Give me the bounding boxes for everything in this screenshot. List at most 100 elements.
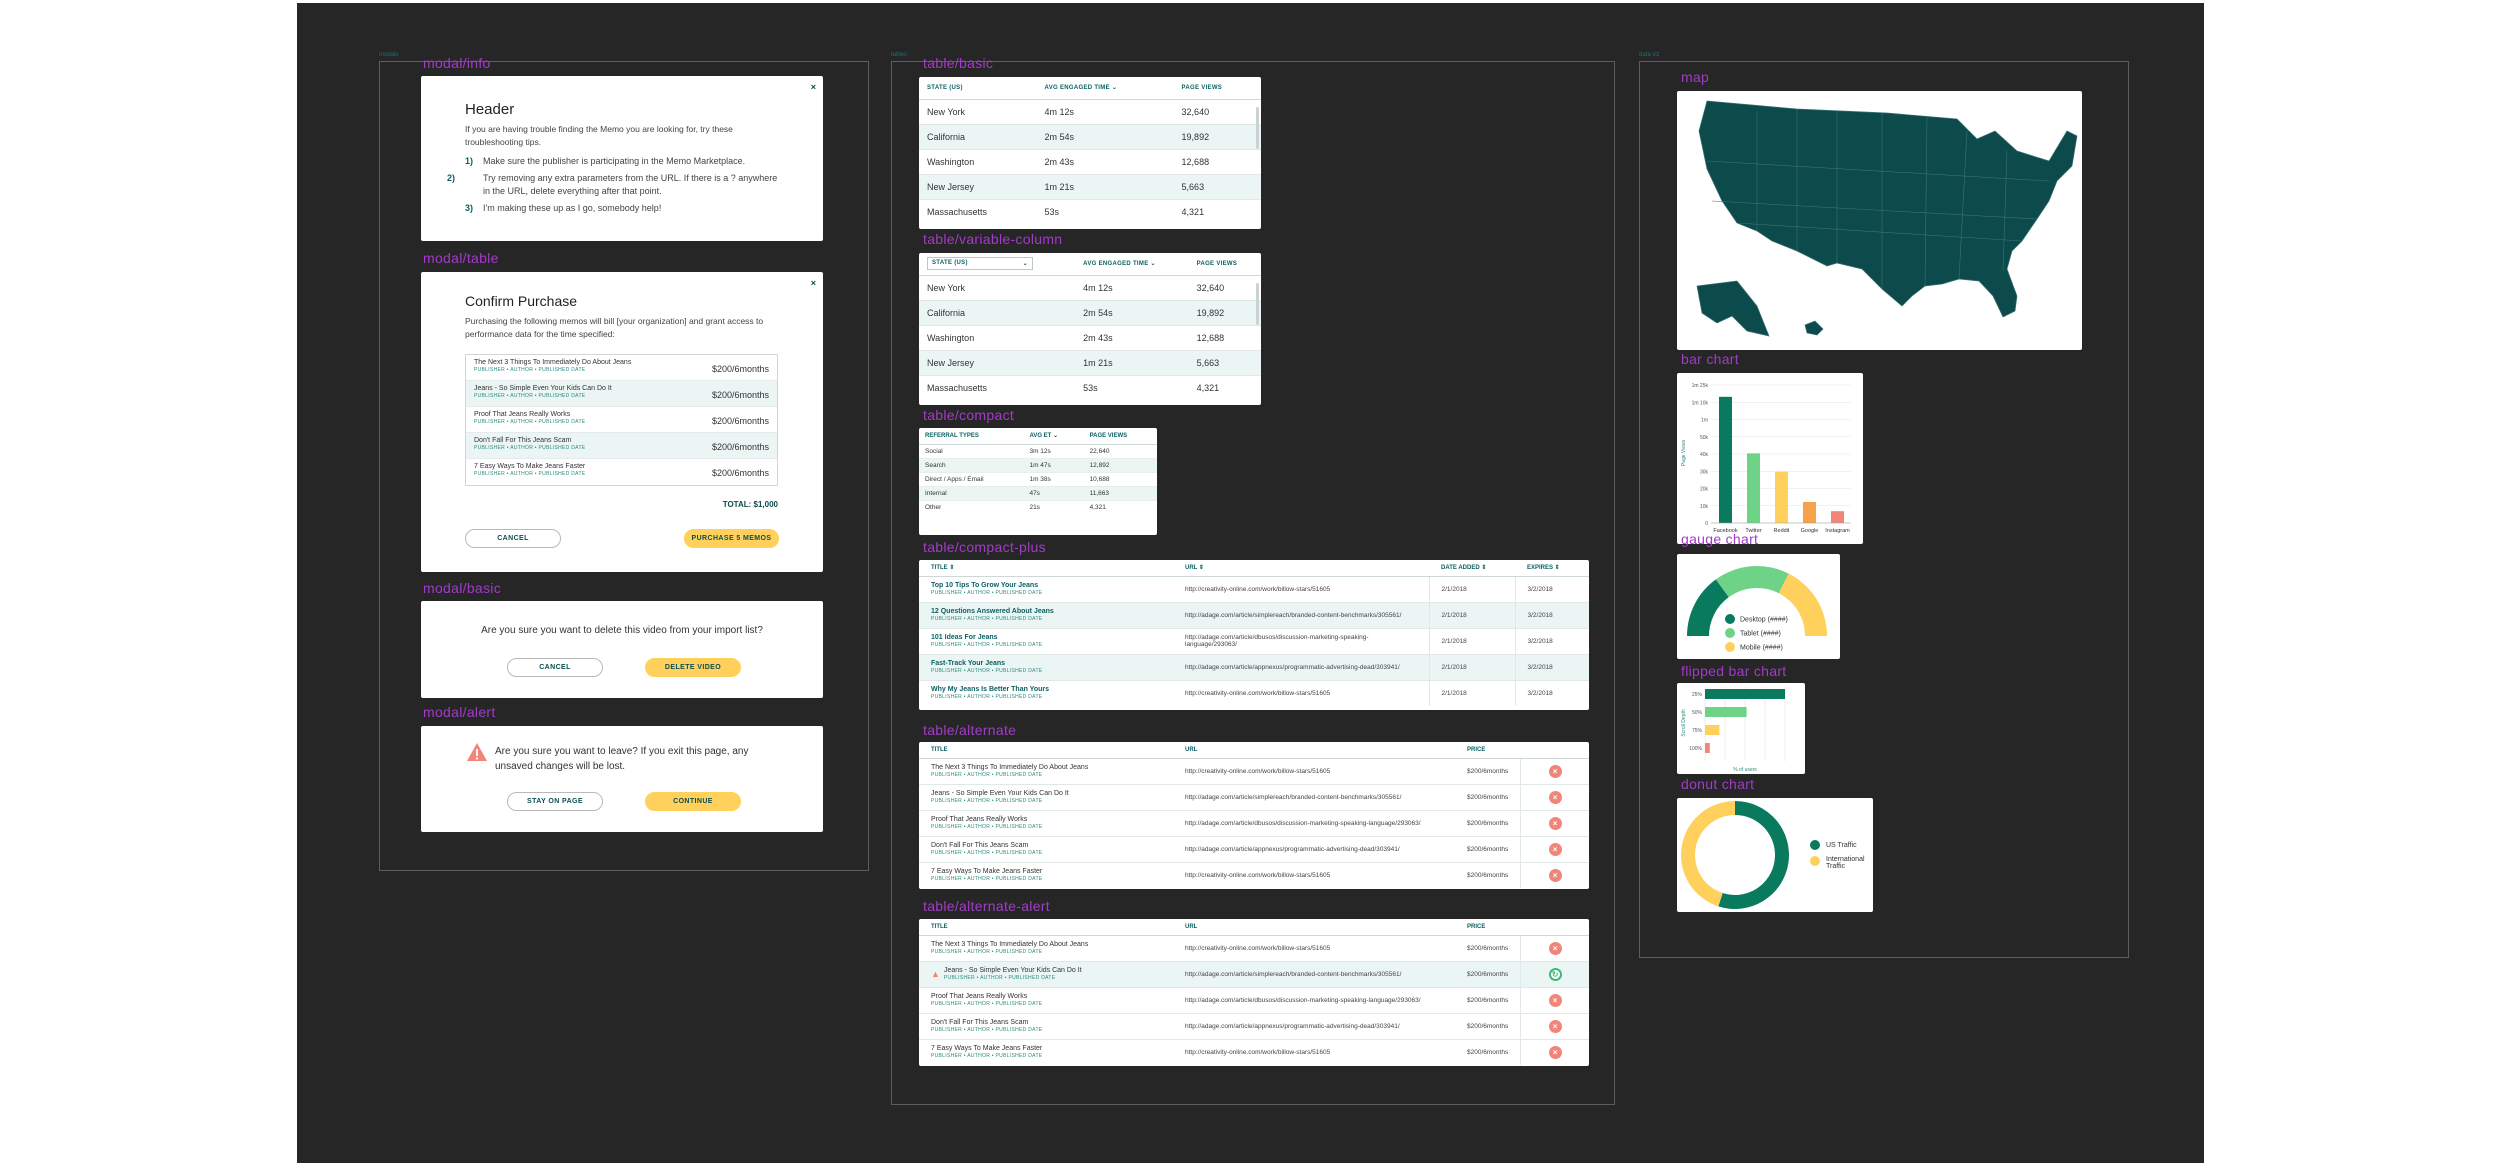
y-tick-label: 1m <box>1701 418 1708 424</box>
section-label: donut chart <box>1681 776 1755 792</box>
table-cell: New York <box>919 98 1037 124</box>
table-row: The Next 3 Things To Immediately Do Abou… <box>919 757 1589 784</box>
url-cell[interactable]: http://creativity-online.com/work/billow… <box>1173 861 1455 888</box>
frame-label: modals <box>379 52 399 58</box>
url-cell[interactable]: http://adage.com/article/dbusos/discussi… <box>1173 986 1455 1013</box>
remove-icon[interactable]: × <box>1548 816 1562 830</box>
tip-text: Try removing any extra parameters from t… <box>483 173 778 196</box>
url-cell[interactable]: http://adage.com/article/simplereach/bra… <box>1173 960 1455 987</box>
column-header-sortable[interactable]: TITLE ⇕ <box>919 560 1173 577</box>
table-row: Massachusetts 53s 4,321 <box>919 374 1261 400</box>
url-cell[interactable]: http://creativity-online.com/work/billow… <box>1173 934 1455 961</box>
table-cell: Massachusetts <box>919 198 1037 224</box>
table-cell: 1m 21s <box>1036 173 1174 199</box>
action-cell: × <box>1520 1038 1589 1065</box>
price-cell: $200/6months <box>1455 757 1521 784</box>
row-title-link[interactable]: 101 Ideas For Jeans <box>931 634 998 641</box>
table-cell: 11,663 <box>1083 485 1157 500</box>
chevron-down-icon: ⌄ <box>1022 261 1028 268</box>
url-cell[interactable]: http://adage.com/article/dbusos/discussi… <box>1173 627 1429 654</box>
bar-chart-svg: 1m 25k 1m 10k 1m 50k 40k 30k 20k 10k 0 Page Views… <box>1681 383 1851 534</box>
url-cell[interactable]: http://adage.com/article/appnexus/progra… <box>1173 835 1455 862</box>
price-cell: $200/6months <box>1455 861 1521 888</box>
column-header-sortable[interactable]: EXPIRES ⇕ <box>1515 560 1589 577</box>
column-header-sortable[interactable]: DATE ADDED ⇕ <box>1429 560 1515 577</box>
restore-icon[interactable]: ↻ <box>1548 967 1562 981</box>
stay-on-page-button[interactable]: STAY ON PAGE <box>507 792 603 811</box>
url-cell[interactable]: http://adage.com/article/appnexus/progra… <box>1173 1012 1455 1039</box>
url-cell[interactable]: http://adage.com/article/appnexus/progra… <box>1173 653 1429 680</box>
legend-item: International Traffic <box>1810 856 1866 870</box>
table-row: Search 1m 47s 12,892 <box>919 457 1157 472</box>
table-row: Jeans - So Simple Even Your Kids Can Do … <box>919 783 1589 810</box>
action-cell: × <box>1520 986 1589 1013</box>
row-meta: PUBLISHER • AUTHOR • PUBLISHED DATE <box>931 668 1043 674</box>
url-cell[interactable]: http://adage.com/article/simplereach/bra… <box>1173 601 1429 628</box>
column-header[interactable]: REFERRAL TYPES <box>919 428 1024 445</box>
row-meta: PUBLISHER • AUTHOR • PUBLISHED DATE <box>931 798 1043 804</box>
section-label: table/alternate-alert <box>923 898 1050 914</box>
row-title-link[interactable]: Top 10 Tips To Grow Your Jeans <box>931 582 1039 589</box>
column-header[interactable]: PAGE VIEWS <box>1083 428 1157 445</box>
scrollbar[interactable] <box>1256 283 1259 325</box>
remove-icon[interactable]: × <box>1548 868 1562 882</box>
delete-video-button[interactable]: DELETE VIDEO <box>645 658 741 677</box>
table-compact: REFERRAL TYPES AVG ET ⌄ PAGE VIEWS Socia… <box>919 428 1157 535</box>
purchase-table: The Next 3 Things To Immediately Do Abou… <box>465 354 778 486</box>
url-cell[interactable]: http://adage.com/article/dbusos/discussi… <box>1173 809 1455 836</box>
remove-icon[interactable]: × <box>1548 1045 1562 1059</box>
column-select[interactable]: STATE (US) ⌄ <box>927 257 1033 271</box>
action-cell: × <box>1520 783 1589 810</box>
section-label: table/compact-plus <box>923 539 1046 555</box>
url-cell[interactable]: http://creativity-online.com/work/billow… <box>1173 679 1429 706</box>
remove-icon[interactable]: × <box>1548 941 1562 955</box>
table-cell: 10,688 <box>1083 471 1157 486</box>
row-meta: PUBLISHER • AUTHOR • PUBLISHED DATE <box>931 642 1043 648</box>
table-cell: 1m 47s <box>1023 457 1084 472</box>
column-header[interactable]: STATE (US) <box>919 77 1037 100</box>
action-cell: ↻ <box>1520 960 1589 987</box>
row-meta: PUBLISHER • AUTHOR • PUBLISHED DATE <box>931 694 1043 701</box>
close-icon[interactable]: × <box>810 278 816 288</box>
column-header-sortable[interactable]: AVG ENGAGED TIME ⌄ <box>1075 253 1189 276</box>
cancel-button[interactable]: CANCEL <box>465 529 561 548</box>
row-title-link[interactable]: Fast-Track Your Jeans <box>931 660 1006 667</box>
remove-icon[interactable]: × <box>1548 1019 1562 1033</box>
remove-icon[interactable]: × <box>1548 993 1562 1007</box>
scrollbar[interactable] <box>1256 107 1259 149</box>
expires-cell: 3/2/2018 <box>1514 653 1589 680</box>
url-cell[interactable]: http://creativity-online.com/work/billow… <box>1173 1038 1455 1065</box>
bar <box>1705 707 1747 717</box>
row-title: Proof That Jeans Really Works <box>931 816 1028 823</box>
table-cell: 32,640 <box>1173 98 1261 124</box>
url-cell[interactable]: http://creativity-online.com/work/billow… <box>1173 575 1429 602</box>
continue-button[interactable]: CONTINUE <box>645 792 741 811</box>
remove-icon[interactable]: × <box>1548 764 1562 778</box>
close-icon[interactable]: × <box>810 82 816 92</box>
title-cell: The Next 3 Things To Immediately Do Abou… <box>919 934 1173 961</box>
price-cell: $200/6months <box>1455 934 1521 961</box>
row-meta: PUBLISHER • AUTHOR • PUBLISHED DATE <box>931 1001 1043 1007</box>
url-cell[interactable]: http://creativity-online.com/work/billow… <box>1173 757 1455 784</box>
row-title-link[interactable]: 12 Questions Answered About Jeans <box>931 608 1054 615</box>
action-cell: × <box>1520 861 1589 888</box>
tip-text: Make sure the publisher is participating… <box>483 156 746 166</box>
table-basic: STATE (US) AVG ENGAGED TIME ⌄ PAGE VIEWS… <box>919 77 1261 229</box>
row-title-link[interactable]: Why My Jeans Is Better Than Yours <box>931 686 1049 694</box>
donut-segment <box>1681 801 1735 907</box>
price-cell: $200/6months <box>1455 835 1521 862</box>
column-header-sortable[interactable]: URL ⇕ <box>1173 560 1429 577</box>
column-header-sortable[interactable]: AVG ET ⌄ <box>1023 428 1084 445</box>
column-header-sortable[interactable]: AVG ENGAGED TIME ⌄ <box>1036 77 1174 100</box>
bar <box>1719 396 1732 523</box>
remove-icon[interactable]: × <box>1548 842 1562 856</box>
table-row: Why My Jeans Is Better Than Yours PUBLISH… <box>919 679 1589 706</box>
purchase-button[interactable]: PURCHASE 5 MEMOS <box>684 529 779 548</box>
remove-icon[interactable]: × <box>1548 790 1562 804</box>
column-header[interactable]: PAGE VIEWS <box>1188 253 1261 276</box>
column-header[interactable]: PAGE VIEWS <box>1173 77 1261 100</box>
cancel-button[interactable]: CANCEL <box>507 658 603 677</box>
url-cell[interactable]: http://adage.com/article/simplereach/bra… <box>1173 783 1455 810</box>
bar <box>1747 453 1760 523</box>
table-row: The Next 3 Things To Immediately Do Abou… <box>919 934 1589 961</box>
